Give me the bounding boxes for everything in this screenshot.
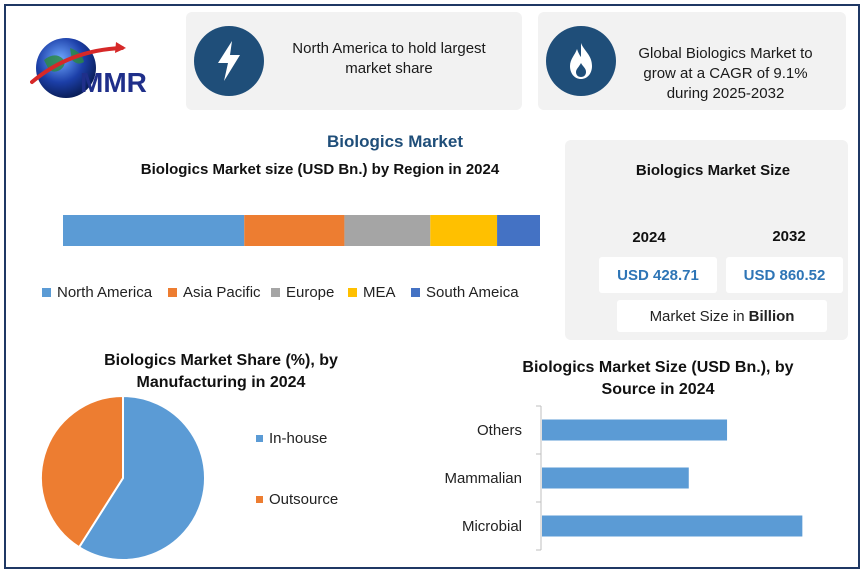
market-size-panel: Biologics Market Size 2024 2032 USD 428.…	[565, 140, 848, 340]
legend-label: Europe	[286, 284, 335, 301]
legend-item: South Ameica	[411, 284, 519, 301]
mmr-logo: MMR	[30, 30, 180, 110]
value-2024-box: USD 428.71	[599, 257, 717, 293]
region-stacked-bar-chart	[63, 215, 540, 246]
legend-swatch	[168, 288, 177, 297]
svg-text:MMR: MMR	[80, 67, 147, 98]
legend-label: In-house	[269, 430, 328, 447]
source-bar-mammalian	[542, 467, 689, 489]
manufacturing-legend: In-house Outsource	[256, 430, 396, 520]
pie-slice-outsource	[40, 395, 124, 549]
year-2032-label: 2032	[772, 228, 806, 245]
legend-label: North America	[57, 284, 153, 301]
unit-note-unit: Billion	[748, 307, 795, 325]
card-cagr-text: Global Biologics Market to grow at a CAG…	[638, 45, 813, 102]
pie-slice-in-house	[77, 395, 206, 561]
legend-label: Asia Pacific	[183, 284, 261, 301]
source-category-label: Mammalian	[444, 470, 522, 487]
legend-item: MEA	[348, 284, 396, 301]
legend-item: Europe	[271, 284, 334, 301]
legend-swatch	[256, 496, 263, 503]
year-2024-label: 2024	[632, 229, 666, 246]
region-segment-north-america	[63, 215, 245, 246]
region-segment-south-ameica	[497, 215, 540, 246]
lightning-icon	[194, 26, 264, 96]
legend-swatch	[42, 288, 51, 297]
legend-swatch	[256, 435, 263, 442]
legend-swatch	[271, 288, 280, 297]
manufacturing-chart-title: Biologics Market Share (%), by Manufactu…	[104, 352, 338, 391]
region-segment-asia-pacific	[244, 215, 345, 246]
region-legend: North America Asia Pacific Europe MEA South …	[42, 284, 542, 306]
source-bar-others	[542, 419, 728, 441]
market-size-title: Biologics Market Size	[635, 162, 791, 179]
pie-legend-item: Outsource	[256, 491, 338, 508]
legend-swatch	[348, 288, 357, 297]
source-category-label: Others	[477, 422, 522, 439]
region-chart-title: Biologics Market size (USD Bn.) by Regio…	[140, 161, 500, 178]
flame-icon	[546, 26, 616, 96]
source-bar-chart: Others Mammalian Microbial	[444, 405, 803, 551]
pie-legend-item: In-house	[256, 430, 327, 447]
region-segment-mea	[430, 215, 498, 246]
unit-note-prefix: Market Size in	[649, 307, 745, 325]
card-north-america-text: North America to hold largest market sha…	[292, 40, 486, 77]
legend-label: Outsource	[269, 491, 339, 508]
legend-item: Asia Pacific	[168, 284, 261, 301]
insight-card-cagr: Global Biologics Market to grow at a CAG…	[538, 12, 846, 110]
value-2032-box: USD 860.52	[726, 257, 843, 293]
main-title: Biologics Market	[326, 132, 464, 151]
source-bar-microbial	[542, 515, 803, 537]
source-category-label: Microbial	[462, 518, 522, 535]
insight-card-north-america: North America to hold largest market sha…	[186, 12, 522, 110]
legend-item: North America	[42, 284, 152, 301]
legend-swatch	[411, 288, 420, 297]
region-segment-europe	[344, 215, 431, 246]
legend-label: MEA	[363, 284, 396, 301]
market-size-unit-note: Market Size in Billion	[617, 300, 827, 332]
manufacturing-pie-chart	[40, 395, 206, 561]
source-chart-title: Biologics Market Size (USD Bn.), by Sour…	[522, 359, 794, 398]
legend-label: South Ameica	[426, 284, 519, 301]
